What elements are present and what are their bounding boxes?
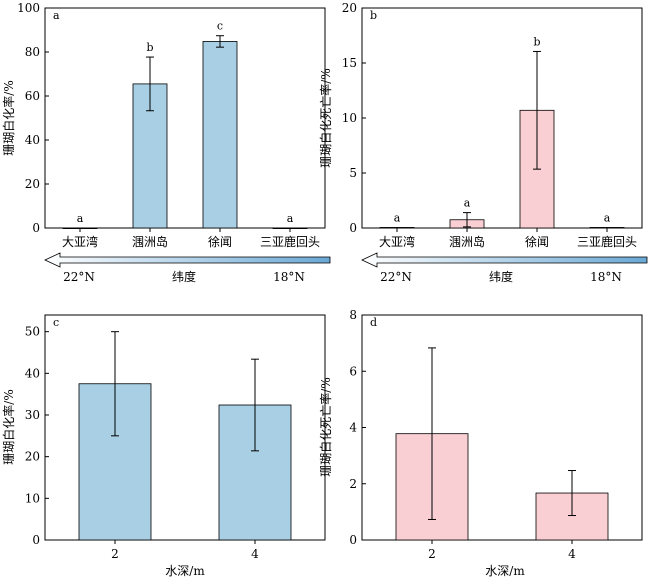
bar <box>202 41 238 229</box>
x-tick-label: 涠洲岛 <box>132 234 168 249</box>
panel-a-y-axis: 0 20 40 60 80 100 <box>17 1 49 235</box>
latitude-center-label: 纬度 <box>172 269 196 284</box>
panel-d-xlabel: 水深/m <box>485 564 525 578</box>
y-tick-label: 2 <box>349 477 357 491</box>
y-tick-label: 6 <box>349 364 357 378</box>
y-tick-label: 4 <box>349 421 357 435</box>
significance-letter: a <box>394 211 401 224</box>
panel-a-frame <box>44 7 326 229</box>
x-tick-label: 涠洲岛 <box>449 234 485 249</box>
significance-letter: a <box>464 197 471 210</box>
panel-c-frame <box>44 314 326 541</box>
x-tick-label: 徐闻 <box>208 234 232 249</box>
latitude-right-label: 18°N <box>273 270 305 284</box>
panel-c-bars <box>78 331 292 541</box>
significance-letter: b <box>146 41 153 54</box>
panel-a-label: a <box>53 9 60 22</box>
y-tick-label: 40 <box>25 133 40 147</box>
latitude-center-label: 纬度 <box>489 269 513 284</box>
panel-c-xlabel: 水深/m <box>165 564 205 578</box>
x-tick-label: 4 <box>251 547 259 561</box>
bar <box>589 227 625 229</box>
panel-a-ylabel: 珊瑚白化率/% <box>1 80 16 155</box>
panel-b-ylabel: 珊瑚白化死亡率/% <box>318 68 333 167</box>
bar <box>379 227 415 229</box>
panel-b-label: b <box>370 9 377 22</box>
x-tick-label: 2 <box>428 547 436 561</box>
y-tick-label: 50 <box>25 325 40 339</box>
significance-letter: a <box>287 212 294 225</box>
latitude-left-label: 22°N <box>380 270 412 284</box>
significance-letter: c <box>217 20 223 33</box>
y-tick-label: 20 <box>25 450 40 464</box>
x-tick-label: 大亚湾 <box>379 234 415 249</box>
y-tick-label: 0 <box>32 221 40 235</box>
latitude-arrow-shape <box>44 252 331 268</box>
x-tick-label: 2 <box>111 547 119 561</box>
panel-d-ylabel: 珊瑚白化死亡率/% <box>318 377 333 476</box>
panel-a: a 珊瑚白化率/% 0 20 40 60 80 100 a b c a 大亚湾 涠洲岛 徐闻 三亚鹿回… <box>1 1 331 284</box>
y-tick-label: 0 <box>32 533 40 547</box>
y-tick-label: 8 <box>349 308 357 322</box>
panel-b-bars: a a b a <box>379 35 625 229</box>
y-tick-label: 20 <box>342 1 357 15</box>
y-tick-label: 40 <box>25 366 40 380</box>
y-tick-label: 0 <box>349 221 357 235</box>
y-tick-label: 5 <box>349 166 357 180</box>
panel-d-y-axis: 0 2 4 6 8 <box>349 308 366 547</box>
panel-c-y-axis: 0 10 20 30 40 50 <box>25 325 49 547</box>
x-tick-label: 三亚鹿回头 <box>260 234 320 249</box>
latitude-arrow-shape <box>361 252 648 268</box>
significance-letter: a <box>77 212 84 225</box>
x-tick-label: 大亚湾 <box>62 234 98 249</box>
latitude-left-label: 22°N <box>63 270 95 284</box>
panel-c-ylabel: 珊瑚白化率/% <box>1 389 16 464</box>
y-tick-label: 100 <box>17 1 40 15</box>
x-tick-label: 4 <box>568 547 576 561</box>
y-tick-label: 80 <box>25 45 40 59</box>
panel-d-label: d <box>370 316 377 329</box>
panel-a-x-axis: 大亚湾 涠洲岛 徐闻 三亚鹿回头 <box>62 228 320 249</box>
y-tick-label: 15 <box>342 56 357 70</box>
y-tick-label: 60 <box>25 89 40 103</box>
panel-a-latitude-arrow: 22°N 纬度 18°N <box>44 252 331 284</box>
panel-a-bars: a b c a <box>62 20 308 230</box>
y-tick-label: 0 <box>349 533 357 547</box>
x-tick-label: 徐闻 <box>525 234 549 249</box>
panel-c-label: c <box>53 316 59 329</box>
panel-b-latitude-arrow: 22°N 纬度 18°N <box>361 252 648 284</box>
x-tick-label: 三亚鹿回头 <box>577 234 637 249</box>
panel-d-bars <box>395 347 609 541</box>
y-tick-label: 10 <box>25 491 40 505</box>
y-tick-label: 30 <box>25 408 40 422</box>
panel-b-y-axis: 0 5 10 15 20 <box>342 1 366 235</box>
panel-b-x-axis: 大亚湾 涠洲岛 徐闻 三亚鹿回头 <box>379 228 637 249</box>
panel-b-frame <box>361 7 643 229</box>
significance-letter: b <box>533 35 540 48</box>
significance-letter: a <box>604 211 611 224</box>
y-tick-label: 10 <box>342 111 357 125</box>
latitude-right-label: 18°N <box>590 270 622 284</box>
y-tick-label: 20 <box>25 177 40 191</box>
